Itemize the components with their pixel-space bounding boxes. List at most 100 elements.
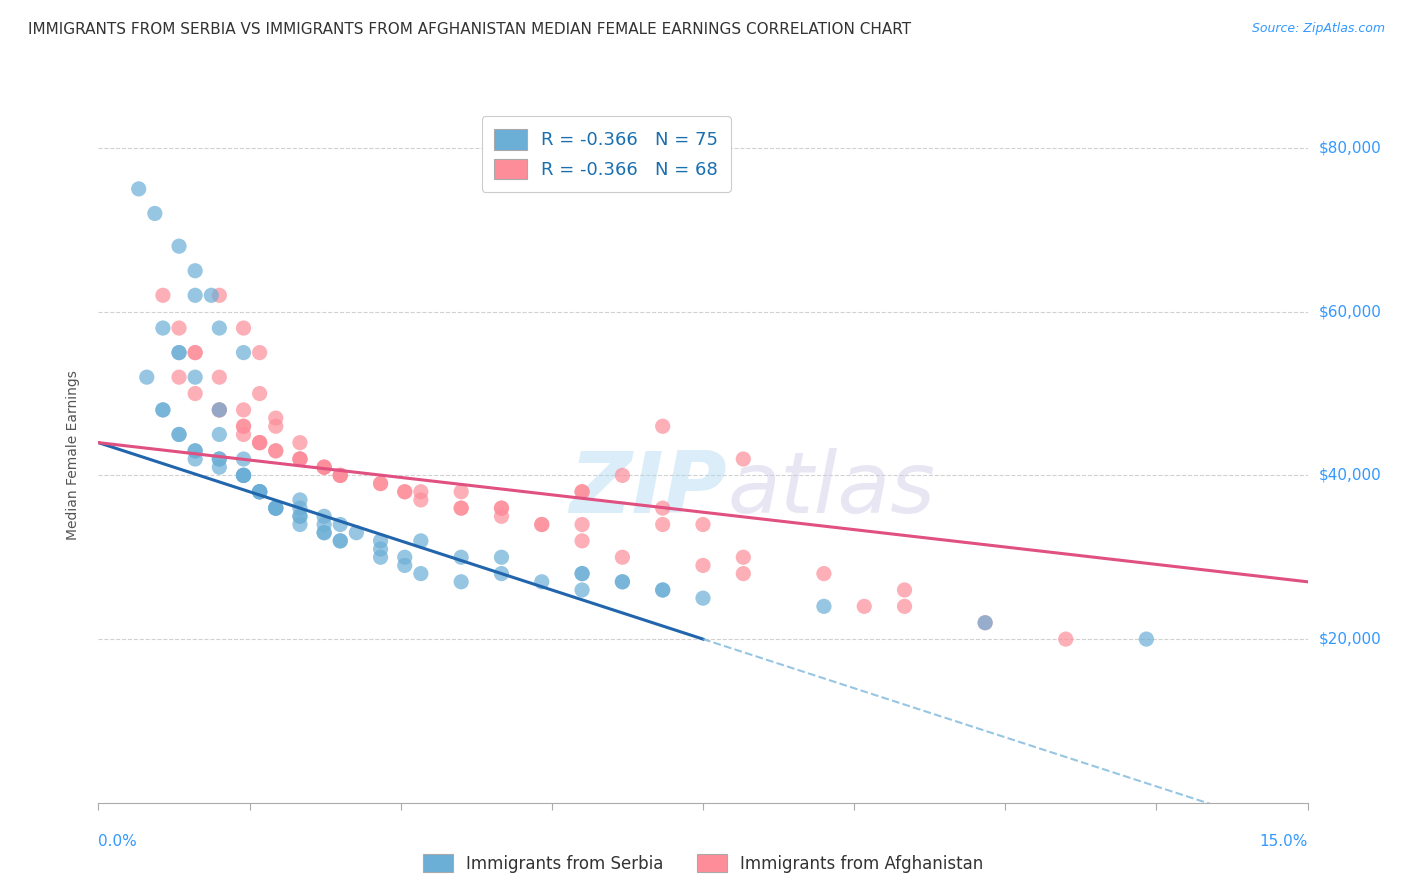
Point	[813, 566, 835, 581]
Point	[249, 484, 271, 499]
Point	[651, 517, 673, 532]
Point	[491, 501, 513, 516]
Point	[409, 566, 432, 581]
Point	[450, 501, 472, 516]
Point	[893, 599, 915, 614]
Point	[167, 370, 190, 384]
Point	[409, 492, 432, 507]
Text: $60,000: $60,000	[1319, 304, 1382, 319]
Point	[314, 460, 336, 475]
Text: IMMIGRANTS FROM SERBIA VS IMMIGRANTS FROM AFGHANISTAN MEDIAN FEMALE EARNINGS COR: IMMIGRANTS FROM SERBIA VS IMMIGRANTS FRO…	[28, 22, 911, 37]
Point	[314, 509, 336, 524]
Point	[249, 345, 271, 359]
Point	[974, 615, 997, 630]
Point	[232, 345, 254, 359]
Point	[612, 468, 634, 483]
Point	[893, 582, 915, 597]
Point	[329, 468, 352, 483]
Point	[612, 550, 634, 565]
Point	[249, 386, 271, 401]
Point	[491, 550, 513, 565]
Text: Source: ZipAtlas.com: Source: ZipAtlas.com	[1251, 22, 1385, 36]
Point	[184, 370, 207, 384]
Point	[249, 484, 271, 499]
Point	[853, 599, 876, 614]
Point	[974, 615, 997, 630]
Point	[733, 452, 755, 467]
Point	[692, 591, 714, 606]
Point	[314, 460, 336, 475]
Point	[184, 452, 207, 467]
Point	[314, 525, 336, 540]
Point	[288, 452, 311, 467]
Point	[571, 566, 593, 581]
Point	[530, 574, 553, 589]
Point	[208, 370, 231, 384]
Point	[314, 517, 336, 532]
Point	[167, 239, 190, 253]
Point	[208, 452, 231, 467]
Point	[813, 599, 835, 614]
Text: $80,000: $80,000	[1319, 140, 1382, 155]
Text: $20,000: $20,000	[1319, 632, 1382, 647]
Point	[571, 566, 593, 581]
Point	[264, 501, 287, 516]
Point	[232, 419, 254, 434]
Point	[530, 517, 553, 532]
Point	[314, 525, 336, 540]
Point	[128, 182, 150, 196]
Point	[152, 288, 174, 302]
Point	[288, 509, 311, 524]
Point	[152, 321, 174, 335]
Y-axis label: Median Female Earnings: Median Female Earnings	[66, 370, 80, 540]
Point	[1135, 632, 1157, 646]
Point	[249, 435, 271, 450]
Point	[370, 476, 392, 491]
Point	[571, 517, 593, 532]
Legend: Immigrants from Serbia, Immigrants from Afghanistan: Immigrants from Serbia, Immigrants from …	[416, 847, 990, 880]
Point	[208, 452, 231, 467]
Point	[167, 321, 190, 335]
Point	[249, 484, 271, 499]
Point	[184, 443, 207, 458]
Point	[450, 574, 472, 589]
Point	[184, 443, 207, 458]
Point	[288, 452, 311, 467]
Point	[370, 550, 392, 565]
Point	[612, 574, 634, 589]
Point	[450, 550, 472, 565]
Point	[208, 427, 231, 442]
Point	[264, 501, 287, 516]
Point	[232, 468, 254, 483]
Point	[232, 321, 254, 335]
Point	[288, 509, 311, 524]
Point	[264, 501, 287, 516]
Point	[264, 501, 287, 516]
Point	[167, 345, 190, 359]
Point	[208, 321, 231, 335]
Point	[571, 484, 593, 499]
Point	[232, 419, 254, 434]
Point	[329, 517, 352, 532]
Text: 0.0%: 0.0%	[98, 834, 138, 849]
Point	[167, 427, 190, 442]
Point	[152, 403, 174, 417]
Point	[167, 427, 190, 442]
Point	[651, 419, 673, 434]
Point	[232, 427, 254, 442]
Point	[152, 403, 174, 417]
Text: ZIP: ZIP	[569, 448, 727, 532]
Point	[264, 443, 287, 458]
Point	[370, 542, 392, 557]
Point	[651, 582, 673, 597]
Point	[232, 403, 254, 417]
Point	[288, 501, 311, 516]
Point	[232, 468, 254, 483]
Point	[530, 517, 553, 532]
Point	[249, 435, 271, 450]
Point	[232, 452, 254, 467]
Point	[491, 509, 513, 524]
Point	[184, 345, 207, 359]
Point	[184, 386, 207, 401]
Point	[344, 525, 367, 540]
